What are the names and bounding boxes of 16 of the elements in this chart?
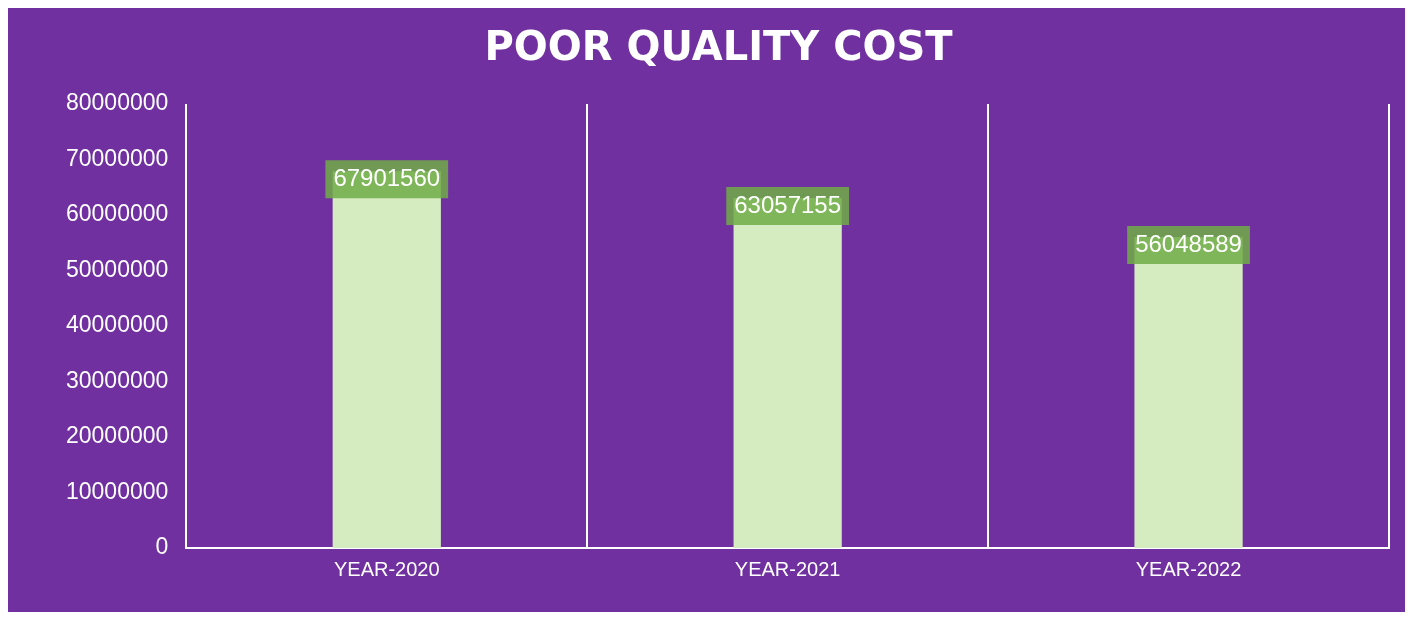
- data-label: 56048589: [1135, 229, 1242, 257]
- y-tick-label: 60000000: [65, 200, 169, 227]
- y-tick-label: 30000000: [65, 366, 169, 393]
- data-label: 63057155: [734, 190, 842, 218]
- y-tick-label: 10000000: [65, 477, 169, 504]
- x-tick-label: YEAR-2021: [734, 557, 841, 580]
- y-tick-label: 0: [155, 533, 169, 560]
- y-tick-label: 40000000: [65, 311, 169, 338]
- y-tick-label: 50000000: [65, 255, 169, 282]
- data-label: 67901560: [333, 163, 441, 191]
- x-tick-label: YEAR-2022: [1135, 557, 1242, 580]
- y-tick-label: 80000000: [65, 89, 169, 116]
- y-tick-label: 20000000: [65, 422, 169, 449]
- x-tick-label: YEAR-2020: [333, 557, 440, 580]
- chart-title: POOR QUALITY COST: [484, 23, 954, 70]
- y-tick-label: 70000000: [65, 144, 169, 171]
